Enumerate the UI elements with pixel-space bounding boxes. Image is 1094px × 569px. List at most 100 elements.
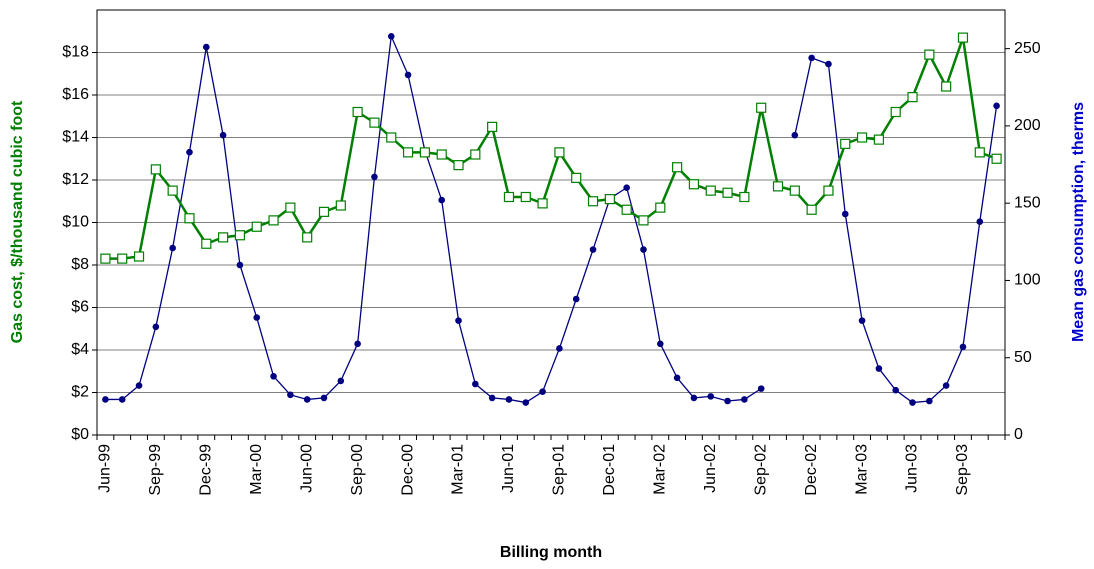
point: [537, 198, 548, 209]
x-tick-label: Mar-03: [853, 444, 870, 495]
point: [369, 117, 380, 128]
point: [623, 184, 630, 192]
x-tick-label: Jun-99: [97, 444, 114, 493]
point: [976, 218, 984, 226]
y2-tick-label: 50: [1014, 349, 1032, 366]
point: [268, 215, 279, 226]
point: [705, 185, 716, 196]
point: [135, 382, 143, 389]
point: [133, 251, 145, 262]
point: [789, 185, 800, 196]
x-tick-label: Jun-03: [904, 444, 921, 493]
point: [470, 149, 481, 160]
x-tick-label: Sep-02: [752, 444, 769, 496]
point: [386, 132, 397, 143]
y-tick-label: $16: [62, 86, 89, 103]
point: [404, 71, 412, 79]
point: [942, 382, 950, 389]
x-tick-label: Sep-01: [551, 444, 568, 496]
point: [354, 340, 361, 348]
point: [285, 202, 296, 213]
point: [707, 393, 715, 400]
point: [335, 200, 346, 211]
point: [234, 230, 246, 241]
point: [201, 238, 212, 249]
point: [974, 147, 985, 158]
point: [520, 191, 531, 203]
y2-tick-label: 100: [1014, 272, 1041, 289]
y-tick-label: $0: [71, 426, 89, 443]
y-tick-label: $14: [62, 129, 89, 146]
y-tick-label: $10: [62, 214, 89, 231]
point: [118, 396, 126, 403]
point: [873, 134, 884, 145]
point: [841, 210, 849, 218]
point: [672, 162, 683, 173]
point: [539, 388, 546, 396]
point: [152, 323, 160, 331]
y2-tick-label: 150: [1014, 194, 1041, 211]
point: [402, 147, 414, 158]
point: [253, 314, 261, 321]
y-tick-label: $4: [71, 341, 89, 358]
point: [488, 394, 496, 402]
point: [387, 32, 395, 40]
x-tick-label: Dec-00: [399, 444, 416, 496]
point: [587, 196, 599, 207]
point: [572, 295, 580, 303]
point: [472, 380, 479, 388]
y2-tick-label: 250: [1014, 40, 1041, 57]
point: [218, 232, 229, 243]
point: [673, 374, 681, 382]
point: [741, 396, 748, 403]
point: [941, 81, 952, 92]
point: [655, 202, 666, 213]
point: [757, 385, 765, 392]
point: [318, 206, 330, 217]
point: [993, 102, 1000, 110]
y-axis-title: Gas cost, $/thousand cubic foot: [9, 100, 26, 343]
point: [589, 246, 597, 253]
x-axis-title: Billing month: [500, 544, 602, 561]
x-tick-label: Dec-01: [601, 444, 618, 496]
point: [690, 394, 698, 402]
point: [169, 244, 176, 252]
x-tick-label: Mar-00: [248, 444, 265, 495]
point: [892, 386, 900, 394]
point: [455, 317, 462, 324]
point: [102, 396, 109, 403]
point: [184, 213, 195, 224]
point: [303, 396, 311, 403]
point: [236, 261, 244, 269]
point: [202, 43, 210, 51]
point: [840, 138, 851, 149]
point: [772, 181, 784, 192]
x-tick-label: Sep-03: [954, 444, 971, 496]
point: [825, 60, 832, 68]
point: [875, 365, 883, 372]
point: [724, 397, 731, 405]
y-tick-label: $12: [62, 171, 89, 188]
y-tick-label: $2: [71, 384, 89, 401]
y2-tick-label: 200: [1014, 117, 1041, 134]
point: [604, 194, 615, 205]
point: [505, 396, 513, 403]
point: [957, 32, 969, 43]
point: [270, 372, 277, 380]
point: [890, 106, 901, 118]
point: [251, 221, 262, 232]
point: [656, 340, 664, 348]
point: [337, 377, 345, 385]
point: [438, 196, 446, 204]
point: [638, 215, 649, 226]
x-tick-label: Sep-99: [147, 444, 164, 496]
series-line: [105, 33, 998, 404]
point: [823, 185, 834, 196]
y-tick-label: $8: [71, 256, 89, 273]
point: [909, 399, 916, 406]
point: [419, 147, 430, 158]
point: [554, 147, 565, 158]
x-tick-label: Mar-02: [652, 444, 669, 495]
point: [522, 399, 530, 406]
point: [320, 394, 328, 402]
